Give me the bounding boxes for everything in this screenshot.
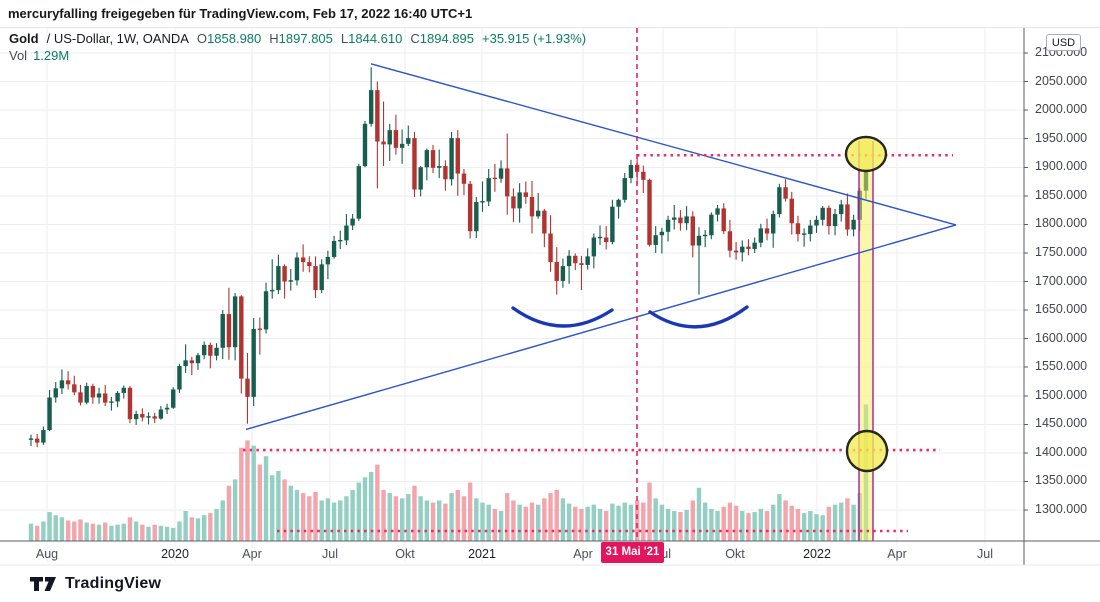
price-axis[interactable]: 2100.000 2050.000 2000.000 1950.000 1900.000…: [1025, 28, 1100, 565]
attribution-bar: mercuryfalling freigegeben für TradingVi…: [0, 0, 1100, 28]
price-axis-label: 1550.000: [1035, 359, 1088, 374]
price-axis-label: 1950.000: [1035, 130, 1088, 145]
volume-value: 1.29M: [33, 48, 70, 63]
price-axis-label: 2050.000: [1035, 73, 1088, 88]
price-axis-label: 1650.000: [1035, 302, 1088, 317]
time-axis-label: 2022: [803, 547, 831, 561]
time-axis-label: 2020: [161, 547, 189, 561]
price-axis-label: 1800.000: [1035, 216, 1088, 231]
symbol-name: Gold: [9, 31, 39, 46]
time-axis-label: Apr: [242, 547, 262, 561]
price-axis-label: 1700.000: [1035, 273, 1088, 288]
price-axis-label: 1300.000: [1035, 502, 1088, 516]
price-axis-label: 1450.000: [1035, 416, 1088, 431]
price-axis-label: 1750.000: [1035, 244, 1088, 259]
price-axis-label: 2000.000: [1035, 102, 1088, 117]
currency-unit-button[interactable]: USD: [1046, 34, 1081, 51]
chart-legend: Gold / US-Dollar, 1W, OANDA O1858.980 H1…: [9, 31, 586, 46]
time-axis-label: Apr: [573, 547, 593, 561]
time-axis-label: Jul: [977, 547, 993, 561]
price-axis-label: 1900.000: [1035, 159, 1088, 174]
ohlc-low: L1844.610: [340, 31, 403, 46]
price-axis-label: 1500.000: [1035, 387, 1088, 402]
time-axis-label: Aug: [35, 547, 59, 561]
ohlc-open: O1858.980: [196, 31, 262, 46]
time-axis[interactable]: Aug2020AprJulOkt2021AprJulOkt2022AprJul: [0, 541, 1024, 565]
tradingview-logo-icon[interactable]: [30, 576, 56, 592]
volume-label: Vol: [9, 48, 28, 63]
volume-legend: Vol 1.29M: [9, 48, 69, 63]
time-axis-label: Okt: [395, 547, 415, 561]
time-axis-label: Okt: [725, 547, 745, 561]
price-axis-label: 1400.000: [1035, 444, 1088, 459]
time-axis-label: Apr: [887, 547, 907, 561]
time-axis-label: Jul: [322, 547, 338, 561]
price-axis-label: 1350.000: [1035, 473, 1088, 488]
ohlc-close: C1894.895: [410, 31, 474, 46]
attribution-text: mercuryfalling freigegeben für TradingVi…: [8, 6, 473, 21]
ohlc-high: H1897.805: [269, 31, 333, 46]
event-date-badge[interactable]: 31 Mai '21: [601, 542, 664, 563]
tradingview-wordmark[interactable]: TradingView: [65, 575, 162, 592]
price-axis-label: 1600.000: [1035, 330, 1088, 345]
footer-bar: TradingView: [0, 566, 1100, 602]
symbol-details: / US-Dollar, 1W, OANDA: [46, 31, 189, 46]
change-value: +35.915 (+1.93%): [482, 31, 587, 46]
price-axis-label: 1850.000: [1035, 187, 1088, 202]
time-axis-label: 2021: [468, 547, 496, 561]
